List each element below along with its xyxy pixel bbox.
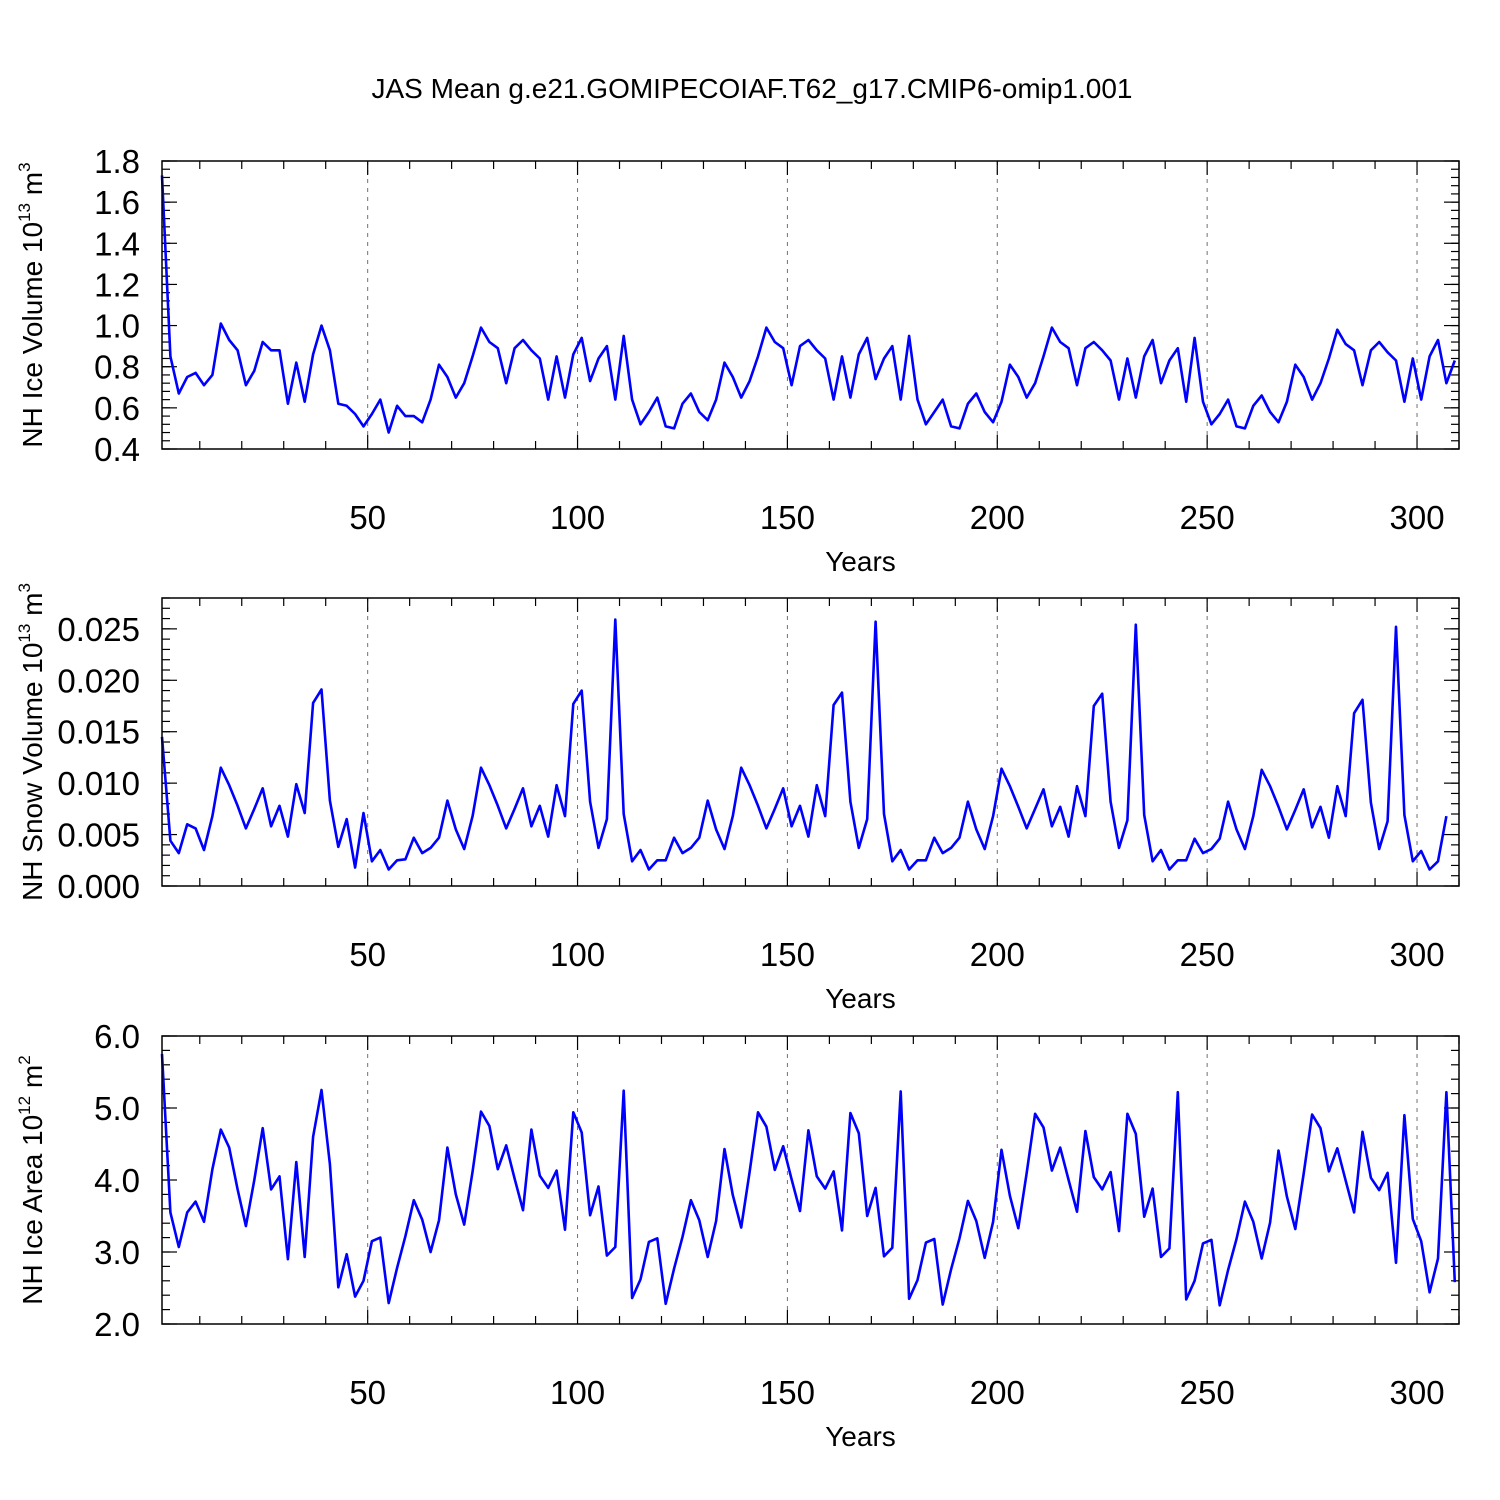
x-tick-label: 100 (550, 936, 605, 973)
y-tick-label: 0.000 (57, 868, 140, 905)
series-line (160, 175, 1457, 434)
y-axis-label: NH Ice Volume 1013 m3 (15, 162, 48, 447)
plot-frame (161, 160, 1460, 450)
x-tick-label: 50 (349, 499, 386, 536)
y-axis-label: NH Snow Volume 1013 m3 (15, 583, 48, 901)
y-axis-label-exponent: 3 (15, 162, 34, 171)
x-tick-label: 150 (760, 936, 815, 973)
x-axis-label: Years (825, 1421, 896, 1452)
panel-ice-volume: 50 100 150 200 250 300 0.4 0.6 0.8 1.0 1.2 1.4 1.6 1.… (15, 143, 1460, 577)
y-axis-label-exponent: 12 (15, 1096, 34, 1115)
y-tick-label: 0.8 (94, 349, 140, 386)
y-tick-label: 2.0 (94, 1306, 140, 1343)
y-tick-label: 1.4 (94, 225, 140, 262)
x-tick-label: 150 (760, 499, 815, 536)
x-tick-label: 250 (1180, 1374, 1235, 1411)
y-tick-label: 3.0 (94, 1234, 140, 1271)
series-line (160, 618, 1448, 871)
panel-snow-volume: 50 100 150 200 250 300 0.000 0.005 0.010 0.015 0.0… (15, 583, 1460, 1014)
y-tick-label: 1.2 (94, 266, 140, 303)
series-line (160, 1053, 1457, 1307)
x-tick-label: 50 (349, 936, 386, 973)
y-tick-label: 4.0 (94, 1162, 140, 1199)
y-tick-label: 1.6 (94, 184, 140, 221)
y-axis-label-exponent: 13 (15, 624, 34, 643)
plot-frame (161, 597, 1460, 887)
y-tick-label: 0.6 (94, 390, 140, 427)
y-tick-label: 0.010 (57, 765, 140, 802)
y-axis-label-text: NH Snow Volume 10 (17, 643, 48, 901)
y-tick-label: 0.005 (57, 817, 140, 854)
y-axis-label-text: m (17, 593, 48, 624)
y-tick-label: 0.015 (57, 714, 140, 751)
x-axis-label: Years (825, 546, 896, 577)
x-tick-label: 100 (550, 499, 605, 536)
y-tick-label: 0.020 (57, 662, 140, 699)
y-axis-label-text: NH Ice Volume 10 (17, 222, 48, 448)
y-axis-label: NH Ice Area 1012 m2 (15, 1055, 48, 1304)
x-tick-label: 50 (349, 1374, 386, 1411)
y-tick-label: 6.0 (94, 1018, 140, 1055)
y-axis-label-exponent: 13 (15, 203, 34, 222)
x-tick-label: 200 (970, 499, 1025, 536)
y-tick-label: 0.025 (57, 611, 140, 648)
x-tick-label: 250 (1180, 936, 1235, 973)
x-tick-label: 300 (1389, 1374, 1444, 1411)
y-axis-label-exponent: 3 (15, 583, 34, 592)
y-tick-label: 1.8 (94, 143, 140, 180)
y-axis-label-text: NH Ice Area 10 (17, 1115, 48, 1305)
y-tick-label: 5.0 (94, 1090, 140, 1127)
x-tick-label: 200 (970, 1374, 1025, 1411)
y-tick-label: 1.0 (94, 308, 140, 345)
plot-frame (161, 1035, 1460, 1325)
x-tick-label: 300 (1389, 499, 1444, 536)
panel-ice-area: 50 100 150 200 250 300 2.0 3.0 4.0 5.0 6.0 Years NH … (15, 1018, 1460, 1452)
x-tick-label: 300 (1389, 936, 1444, 973)
chart-title: JAS Mean g.e21.GOMIPECOIAF.T62_g17.CMIP6… (371, 73, 1132, 104)
y-axis-label-exponent: 2 (15, 1055, 34, 1064)
y-axis-label-text: m (17, 1065, 48, 1096)
y-tick-label: 0.4 (94, 431, 140, 468)
x-tick-label: 200 (970, 936, 1025, 973)
x-tick-label: 100 (550, 1374, 605, 1411)
x-axis-label: Years (825, 983, 896, 1014)
x-tick-label: 250 (1180, 499, 1235, 536)
x-tick-label: 150 (760, 1374, 815, 1411)
y-axis-label-text: m (17, 172, 48, 203)
